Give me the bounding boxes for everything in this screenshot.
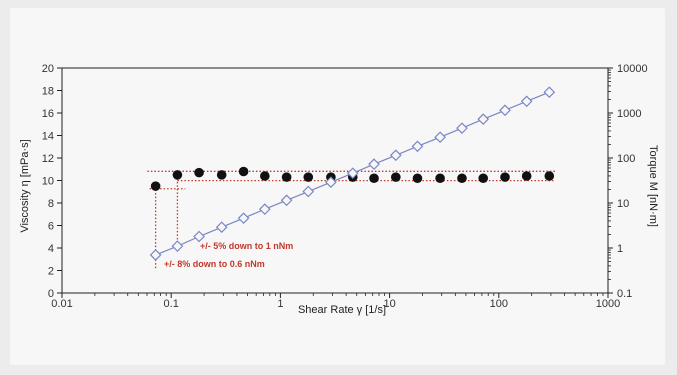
y-tick-label: 4 (48, 243, 54, 255)
viscosity-point (303, 172, 314, 182)
torque-point (237, 212, 250, 225)
y-tick-label: 10 (42, 176, 54, 188)
y-tick-label: 2 (48, 266, 54, 278)
y-right-tick-label: 10000 (617, 63, 648, 75)
torque-point (368, 158, 380, 170)
annotation-8-percent: +/- 8% down to 0.6 nNm (164, 259, 265, 269)
torque-point (389, 149, 402, 162)
torque-point (171, 240, 184, 252)
y-right-tick-label: 1 (617, 243, 623, 255)
x-tick-label: 1 (277, 298, 283, 310)
y-tick-label: 0 (48, 288, 54, 300)
viscosity-point (457, 173, 467, 184)
viscosity-point (172, 170, 183, 180)
y-right-tick-label: 100 (617, 153, 635, 165)
y-right-tick-label: 10 (617, 198, 629, 210)
viscosity-point (194, 167, 204, 178)
y-tick-label: 18 (42, 86, 54, 98)
torque-point (302, 185, 315, 198)
y-tick-label: 20 (42, 63, 54, 75)
torque-point (456, 122, 468, 135)
viscosity-point (281, 172, 292, 182)
torque-point (325, 176, 337, 189)
series-layer (149, 86, 556, 261)
viscosity-point (521, 171, 532, 181)
y-tick-label: 14 (42, 131, 54, 143)
tolerance-guides (147, 170, 556, 269)
y-tick-label: 8 (48, 198, 54, 210)
x-tick-label: 1000 (596, 298, 620, 310)
viscosity-point (412, 173, 423, 184)
viscosity-point (544, 171, 555, 181)
x-tick-label: 0.1 (164, 298, 179, 310)
torque-point (411, 140, 424, 153)
y-right-tick-label: 1000 (617, 108, 641, 120)
axes: 0.01 0.1 1 10 100 1000024681012141618200.1110… (42, 63, 648, 310)
viscosity-point (500, 172, 510, 182)
y-right-tick-label: 0.1 (617, 288, 632, 300)
chart-frame: 0.01 0.1 1 10 100 1000 0 2 4 6 8 10 12 14 16 18 20 0.1 1 10… (10, 8, 665, 365)
x-tick-label: 10 (383, 298, 395, 310)
viscosity-point (238, 166, 249, 177)
y-tick-label: 6 (48, 221, 54, 233)
y-tick-label: 16 (42, 108, 54, 120)
viscosity-torque-chart: 0.01 0.1 1 10 100 1000024681012141618200.1110… (19, 63, 659, 316)
x-axis-label: Shear Rate γ [1/s] (298, 304, 386, 316)
torque-point (543, 86, 556, 99)
torque-point (477, 113, 490, 125)
torque-point (149, 249, 162, 261)
y-axis-label: Viscosity η [mPa·s] (19, 139, 31, 232)
torque-point (346, 167, 359, 180)
torque-point (193, 230, 205, 243)
torque-point (215, 221, 228, 234)
x-tick-label: 0.01 (51, 298, 72, 310)
viscosity-point (150, 181, 161, 191)
x-tick-label: 100 (490, 298, 508, 310)
torque-point (258, 203, 271, 215)
viscosity-point (478, 173, 489, 184)
viscosity-point (260, 171, 270, 181)
viscosity-point (391, 172, 401, 182)
torque-point (520, 95, 533, 108)
viscosity-point (216, 170, 227, 180)
y-tick-label: 12 (42, 153, 54, 165)
viscosity-point (369, 173, 379, 184)
torque-point (434, 131, 446, 144)
torque-point (499, 104, 511, 117)
viscosity-point (435, 173, 445, 184)
annotation-5-percent: +/- 5% down to 1 nNm (200, 241, 293, 251)
torque-point (280, 194, 293, 207)
y-axis-right-label: Torque M [nN·m] (647, 145, 659, 227)
